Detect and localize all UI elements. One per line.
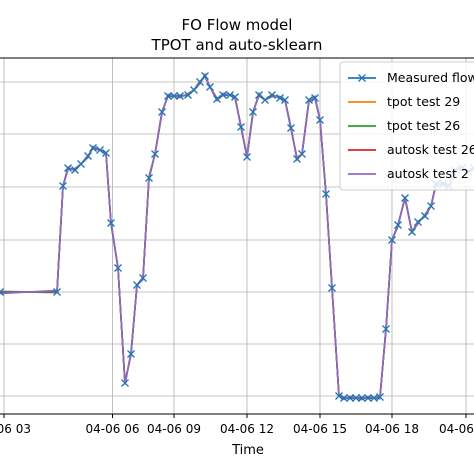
measured-point (340, 394, 348, 402)
measured-point (401, 194, 409, 202)
legend-item: Measured flow (348, 70, 474, 85)
measured-point (96, 146, 104, 154)
measured-point (64, 164, 72, 172)
measured-point (164, 92, 172, 100)
measured-point (139, 274, 147, 282)
measured-point (408, 228, 416, 236)
x-tick-label: 04-06 18 (365, 422, 419, 436)
measured-point (421, 212, 429, 220)
legend-label: Measured flow (387, 70, 474, 85)
measured-point (71, 166, 79, 174)
legend-label: tpot test 29 (387, 94, 460, 109)
measured-point (145, 174, 153, 182)
measured-point (206, 83, 214, 91)
measured-point (184, 91, 192, 99)
x-tick-label: 04-06 06 (86, 422, 140, 436)
legend-label: autosk test 2 (387, 166, 469, 181)
measured-point (121, 379, 129, 387)
measured-point (316, 116, 324, 124)
measured-point (190, 86, 198, 94)
measured-point (414, 218, 422, 226)
axes-frame (0, 57, 474, 415)
measured-point (127, 350, 135, 358)
measured-point (219, 91, 227, 99)
measured-point (102, 149, 110, 157)
legend-box (339, 61, 474, 191)
measured-point (382, 325, 390, 333)
measured-point (107, 219, 115, 227)
measured-point (89, 144, 97, 152)
measured-point (427, 202, 435, 210)
measured-point (243, 153, 251, 161)
measured-point (328, 284, 336, 292)
legend-item: autosk test 26 (348, 142, 474, 157)
measured-point (305, 96, 313, 104)
chart-subtitle: TPOT and auto-sklearn (151, 36, 323, 54)
x-tick-label: 04-06 09 (147, 422, 201, 436)
measured-point (0, 288, 4, 296)
measured-point (151, 150, 159, 158)
measured-point (346, 394, 354, 402)
measured-point (388, 236, 396, 244)
measured-point (133, 281, 141, 289)
measured-point (298, 150, 306, 158)
x-tick-label: 04-06 12 (220, 422, 274, 436)
x-tick-label: 04-06 15 (293, 422, 347, 436)
measured-point (226, 91, 234, 99)
measured-point (276, 94, 284, 102)
measured-point (59, 182, 67, 190)
measured-point (281, 96, 289, 104)
measured-point (249, 108, 257, 116)
measured-point (376, 393, 384, 401)
measured-point (84, 152, 92, 160)
measured-point (170, 92, 178, 100)
x-axis-label: Time (231, 443, 264, 458)
legend-item: tpot test 26 (348, 118, 460, 133)
measured-point (53, 288, 61, 296)
measured-point (201, 72, 209, 80)
measured-point (114, 264, 122, 272)
measured-point (268, 91, 276, 99)
measured-point (158, 108, 166, 116)
x-tick-label: 04-06 21 (439, 422, 474, 436)
chart-title: FO Flow model (182, 16, 293, 34)
measured-point (322, 190, 330, 198)
measured-point (196, 78, 204, 86)
measured-point (287, 124, 295, 132)
measured-point (231, 93, 239, 101)
legend-item: tpot test 29 (348, 94, 460, 109)
measured-point (261, 96, 269, 104)
measured-point (176, 92, 184, 100)
measured-point (394, 221, 402, 229)
measured-point (237, 123, 245, 131)
measured-point (311, 94, 319, 102)
legend-label: autosk test 26 (387, 142, 474, 157)
legend-label: tpot test 26 (387, 118, 460, 133)
measured-point (335, 392, 343, 400)
x-axis: 04-06 03 04-06 06 04-06 09 04-06 12 04-06 15… (0, 414, 474, 436)
measured-point (364, 394, 372, 402)
measured-point (77, 160, 85, 168)
measured-point (213, 95, 221, 103)
legend-item: autosk test 2 (348, 166, 469, 181)
measured-point (358, 394, 366, 402)
measured-point (255, 91, 263, 99)
measured-point (352, 394, 360, 402)
x-tick-label: 04-06 03 (0, 422, 31, 436)
legend: Measured flow tpot test 29 tpot test 26 aut… (339, 61, 474, 191)
